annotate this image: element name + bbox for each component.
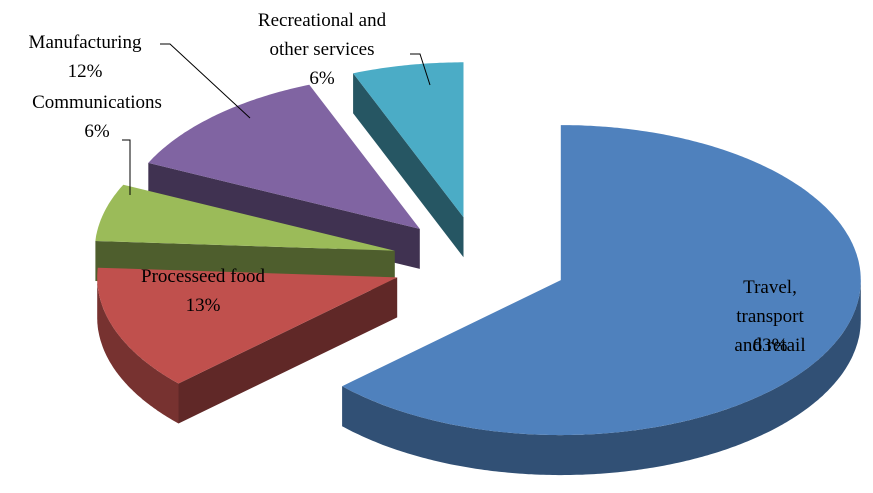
value-label: 63% xyxy=(752,335,788,356)
slice xyxy=(342,125,861,436)
category-label: Manufacturing xyxy=(28,32,142,53)
slice-side xyxy=(353,73,464,258)
value-label: 6% xyxy=(309,68,335,89)
slice-side xyxy=(178,277,398,424)
value-label: 13% xyxy=(185,295,221,316)
category-label: Processeed food xyxy=(141,266,265,287)
category-label: Travel, transport and retail xyxy=(734,277,806,356)
slice xyxy=(148,84,420,229)
leader-line xyxy=(122,139,131,195)
slice-rim xyxy=(97,277,179,424)
slice-rim xyxy=(342,280,861,476)
value-label: 12% xyxy=(67,61,103,82)
category-label: Communications xyxy=(32,92,162,113)
slice xyxy=(97,267,398,384)
slice xyxy=(353,62,464,218)
category-label: Recreational and other services xyxy=(257,10,387,60)
leader-line xyxy=(160,43,251,119)
slice xyxy=(95,184,395,251)
leader-line xyxy=(410,53,431,86)
value-label: 6% xyxy=(84,121,110,142)
